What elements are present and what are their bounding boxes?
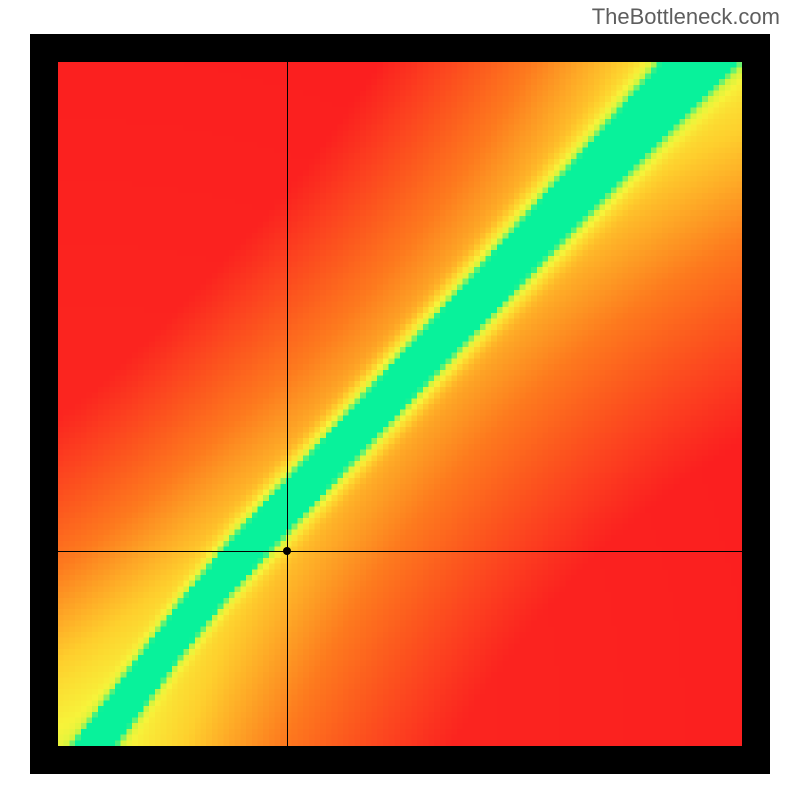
heatmap-canvas xyxy=(58,62,742,746)
attribution-label: TheBottleneck.com xyxy=(592,4,780,30)
figure-root: TheBottleneck.com xyxy=(0,0,800,800)
crosshair-horizontal xyxy=(58,551,742,552)
crosshair-vertical xyxy=(287,62,288,746)
